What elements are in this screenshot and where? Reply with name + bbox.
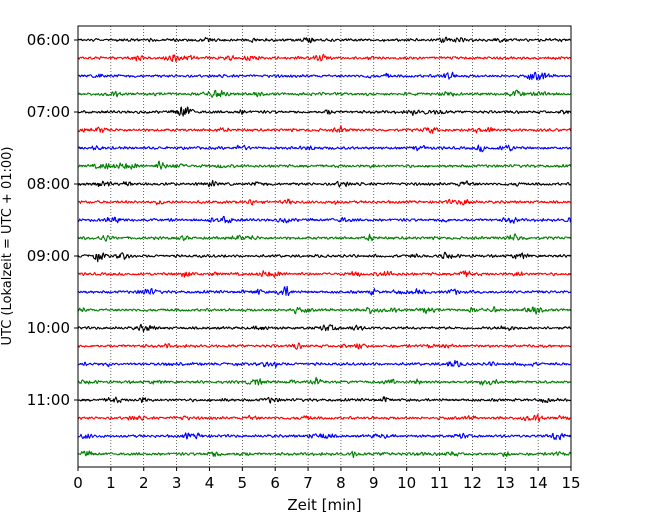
x-tick-label: 3	[172, 474, 182, 492]
plot-frame	[77, 25, 572, 468]
x-tick-label: 15	[561, 474, 580, 492]
trace-0830	[77, 215, 572, 224]
trace-0600	[77, 36, 572, 44]
seismic-traces	[77, 36, 572, 459]
y-tick-label: 10:00	[27, 319, 70, 337]
trace-0945	[77, 306, 572, 315]
x-tick-label: 1	[106, 474, 116, 492]
x-tick-label: 0	[73, 474, 83, 492]
x-axis-ticks: 0 1 2 3 4 5 6 7 8 9 10 11 12 13 14 15	[73, 467, 581, 492]
trace-1130	[77, 432, 572, 441]
x-axis-label: Zeit [min]	[287, 496, 361, 514]
trace-1100	[77, 396, 572, 404]
y-tick-label: 08:00	[27, 175, 70, 193]
y-tick-label: 11:00	[27, 391, 70, 409]
x-tick-label: 11	[430, 474, 449, 492]
trace-0630	[77, 71, 572, 81]
x-tick-label: 10	[397, 474, 416, 492]
trace-0715	[77, 125, 572, 134]
x-tick-label: 5	[238, 474, 248, 492]
trace-0800	[77, 179, 572, 188]
y-tick-label: 07:00	[27, 103, 70, 121]
trace-0930	[77, 285, 572, 297]
x-tick-label: 7	[303, 474, 313, 492]
trace-1145	[77, 450, 572, 459]
trace-0815	[77, 198, 572, 206]
x-tick-label: 4	[205, 474, 215, 492]
trace-0845	[77, 233, 572, 242]
x-tick-label: 8	[336, 474, 346, 492]
trace-0900	[77, 251, 572, 263]
x-tick-label: 14	[529, 474, 548, 492]
x-tick-label: 13	[496, 474, 515, 492]
x-tick-label: 12	[463, 474, 482, 492]
y-tick-label: 09:00	[27, 247, 70, 265]
trace-1115	[77, 413, 572, 423]
x-tick-label: 6	[270, 474, 280, 492]
y-tick-label: 06:00	[27, 31, 70, 49]
trace-0915	[77, 270, 572, 278]
trace-0645	[77, 89, 572, 98]
trace-1000	[77, 323, 572, 333]
trace-1045	[77, 376, 572, 386]
y-axis-label: UTC (Lokalzeit = UTC + 01:00)	[0, 147, 15, 346]
trace-0615	[77, 53, 572, 63]
trace-0745	[77, 160, 572, 170]
trace-0700	[77, 106, 572, 117]
y-axis-ticks: 06:00 07:00 08:00 09:00 10:00 11:00	[27, 31, 78, 409]
trace-1015	[77, 342, 572, 350]
trace-1030	[77, 359, 572, 369]
x-tick-label: 2	[139, 474, 149, 492]
trace-0730	[77, 144, 572, 153]
x-tick-label: 9	[369, 474, 379, 492]
